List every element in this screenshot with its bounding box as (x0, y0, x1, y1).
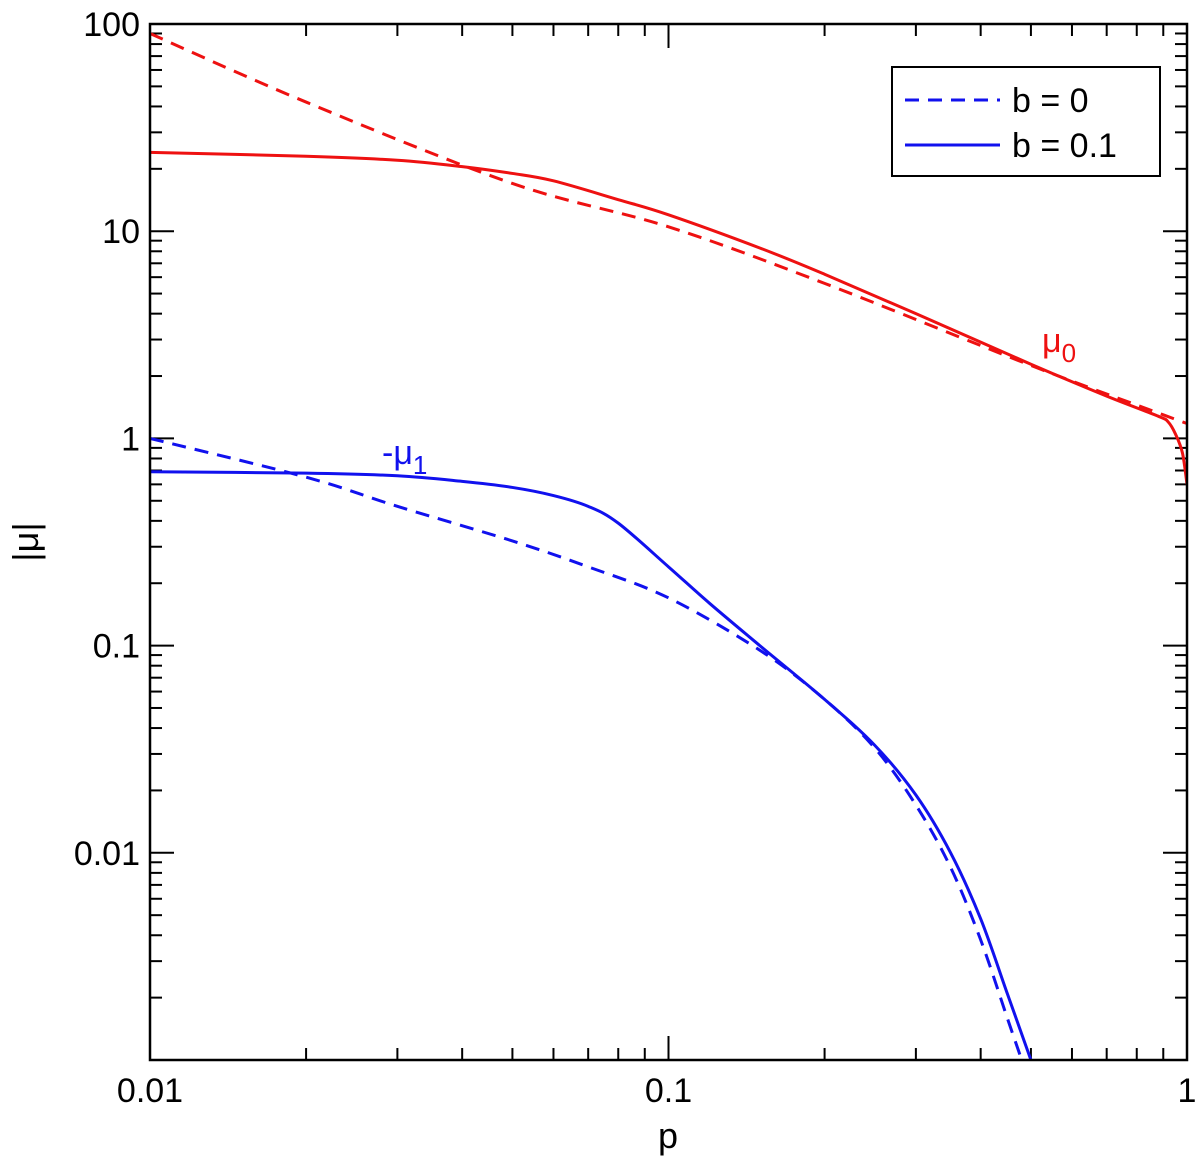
curve-label-mu1-main: -μ (382, 434, 413, 472)
curve-label-mu0-main: μ (1042, 322, 1062, 360)
series-line-2 (150, 436, 1024, 1060)
series-line-0 (150, 32, 1187, 425)
curve-label-mu1-sub: 1 (413, 450, 427, 480)
series-lines (150, 32, 1187, 1060)
y-tick-label: 1 (121, 420, 140, 458)
y-tick-label: 0.01 (74, 835, 140, 873)
legend-label-b01: b = 0.1 (1012, 127, 1117, 165)
legend: b = 0 b = 0.1 (891, 66, 1161, 177)
plot-frame (148, 22, 1189, 1062)
legend-box (891, 66, 1161, 177)
series-line-1 (150, 150, 1187, 485)
y-axis-label: |μ| (5, 522, 46, 561)
curve-label-mu0: μ0 (1042, 322, 1076, 368)
legend-label-b0: b = 0 (1012, 82, 1089, 120)
y-tick-label: 0.1 (93, 628, 140, 666)
x-tick-label: 0.01 (117, 1072, 183, 1110)
series-line-3 (150, 470, 1033, 1060)
axis-ticks (149, 24, 1187, 1061)
curve-label-mu1: -μ1 (382, 434, 427, 480)
y-tick-label: 10 (102, 213, 140, 251)
x-axis-label: p (658, 1115, 678, 1156)
x-tick-label: 1 (1178, 1072, 1197, 1110)
x-tick-label: 0.1 (645, 1072, 692, 1110)
y-tick-label: 100 (83, 6, 140, 44)
curve-label-mu0-sub: 0 (1062, 338, 1076, 368)
